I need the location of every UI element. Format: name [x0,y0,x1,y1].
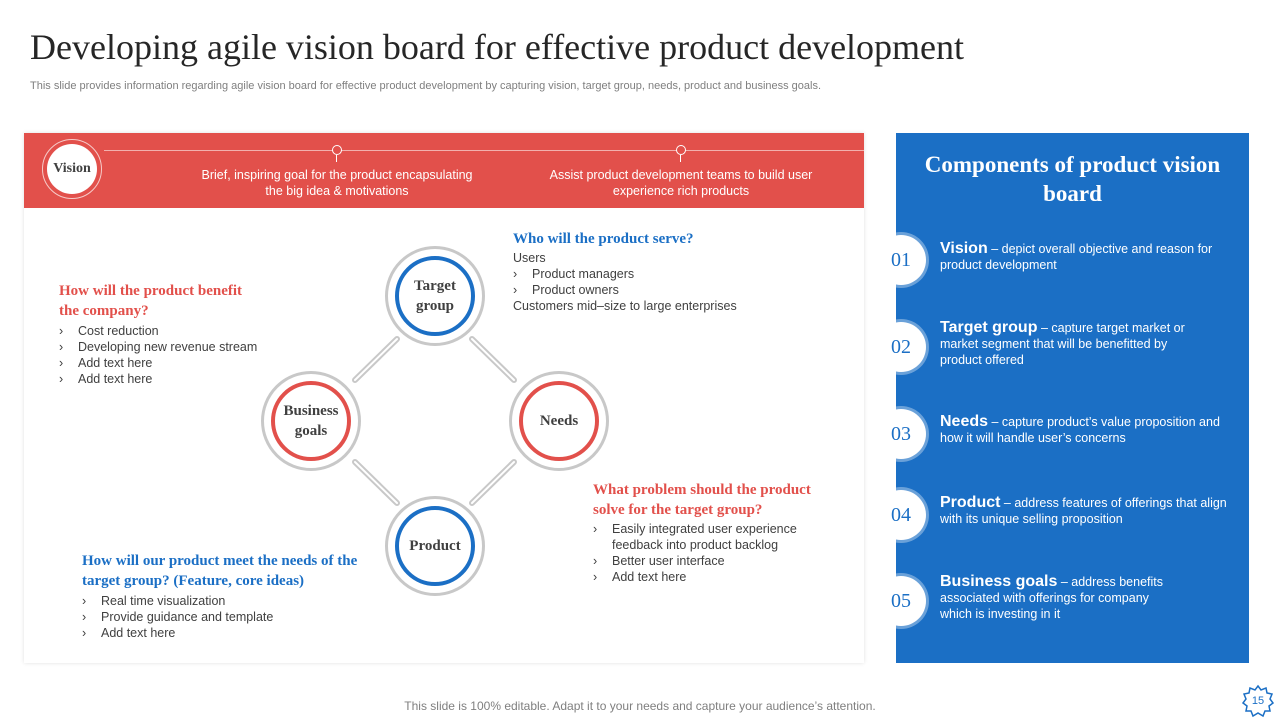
gear-icon [1241,684,1275,718]
serve-customers: Customers mid–size to large enterprises [513,299,737,313]
component-number: 01 [876,235,926,285]
vision-divider-line [104,150,864,151]
component-desc: – capture product’s value proposition an… [940,415,1220,445]
list-item: Add text here [593,569,823,585]
question-benefit-title: How will the product benefit the company… [59,283,243,319]
component-number: 03 [876,409,926,459]
list-item: Better user interface [593,553,823,569]
slide-title: Developing agile vision board for effect… [30,27,965,67]
question-meet-title: How will our product meet the needs of t… [82,553,358,589]
vision-text-2: Assist product development teams to buil… [549,168,813,198]
component-desc: – address benefits associated with offer… [940,575,1163,621]
component-needs: Needs – capture product’s value proposit… [940,414,1220,446]
component-title: Product [940,494,1001,511]
list-item: Developing new revenue stream [59,339,299,355]
list-item: Product managers [513,266,813,282]
components-title: Components of product vision board [924,152,1221,206]
list-item: Cost reduction [59,323,299,339]
component-business-goals: Business goals – address benefits associ… [940,574,1180,622]
problem-list: Easily integrated user experience feedba… [593,521,823,585]
vision-text-1: Brief, inspiring goal for the product en… [201,168,473,198]
connectors-inner [354,338,515,504]
question-problem-title: What problem should the product solve fo… [593,482,811,518]
footer-note: This slide is 100% editable. Adapt it to… [404,699,876,713]
component-desc: – address features of offerings that ali… [940,496,1227,526]
node-needs: Needs [519,381,599,461]
component-desc: – depict overall objective and reason fo… [940,242,1213,272]
serve-list: Product managers Product owners [513,266,813,298]
pin-icon [332,145,342,155]
vision-ring [42,139,102,199]
connectors-group [352,336,517,506]
component-number: 05 [876,576,926,626]
list-item: Add text here [59,371,299,387]
components-panel [896,133,1249,663]
component-number: 04 [876,490,926,540]
node-target-group: Target group [395,256,475,336]
list-item: Add text here [82,625,342,641]
component-vision: Vision – depict overall objective and re… [940,241,1245,273]
serve-users-label: Users [513,251,546,265]
pin-stem [680,155,681,162]
component-title: Vision [940,240,988,257]
list-item: Real time visualization [82,593,342,609]
component-product: Product – address features of offerings … [940,495,1245,527]
benefit-list: Cost reduction Developing new revenue st… [59,323,299,387]
question-serve-title: Who will the product serve? [513,231,694,247]
list-item: Add text here [59,355,299,371]
pin-stem [336,155,337,162]
list-item: Provide guidance and template [82,609,342,625]
meet-list: Real time visualization Provide guidance… [82,593,342,641]
list-item: Product owners [513,282,813,298]
node-product: Product [395,506,475,586]
vision-bar: Vision Brief, inspiring goal for the pro… [24,133,864,208]
page-number-label: 15 [1251,695,1265,707]
component-title: Business goals [940,573,1058,590]
slide-subtitle: This slide provides information regardin… [30,80,822,92]
component-title: Target group [940,319,1038,336]
pin-icon [676,145,686,155]
vision-label: Vision [47,144,97,194]
component-number: 02 [876,322,926,372]
page-number: 15 [1241,684,1275,718]
component-target-group: Target group – capture target market or … [940,320,1190,368]
component-desc: – capture target market or market segmen… [940,321,1185,367]
node-business-goals: Business goals [271,381,351,461]
list-item: Easily integrated user experience feedba… [593,521,823,553]
component-title: Needs [940,413,989,430]
